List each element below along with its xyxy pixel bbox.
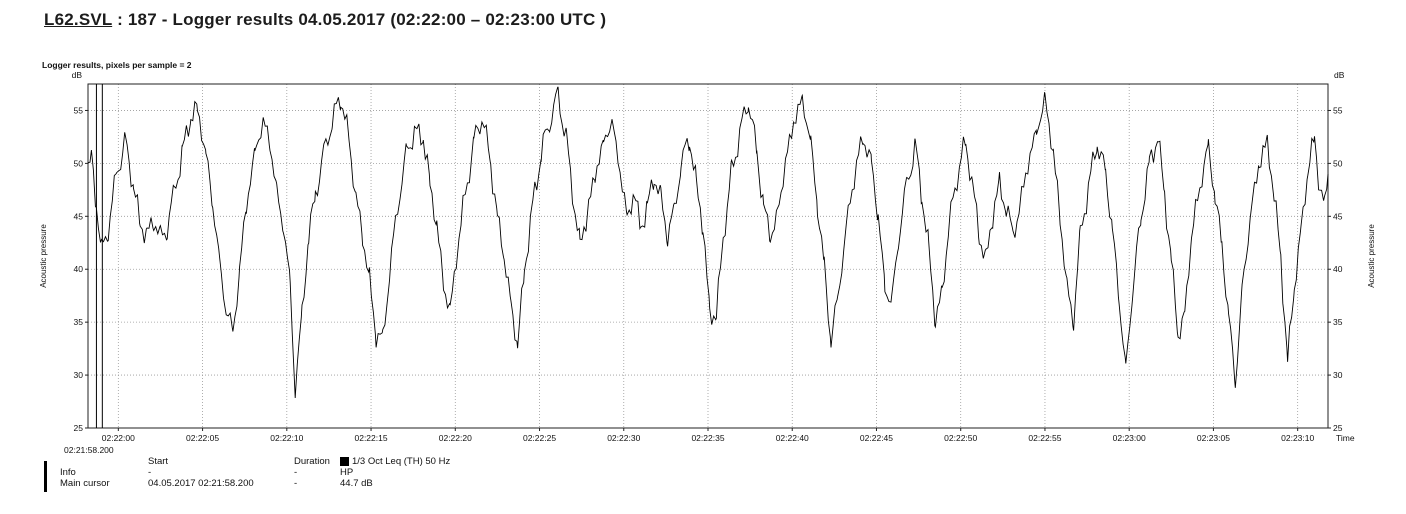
duration-column-header: Duration <box>294 456 330 467</box>
info-start-value: - <box>148 467 152 478</box>
plot-label: Logger results, pixels per sample = 2 <box>42 60 192 70</box>
svg-text:02:22:45: 02:22:45 <box>860 433 893 443</box>
svg-text:02:22:00: 02:22:00 <box>102 433 135 443</box>
x-start-label: 02:21:58.200 <box>64 445 114 455</box>
svg-text:02:23:05: 02:23:05 <box>1197 433 1230 443</box>
main-cursor-lines[interactable] <box>95 84 103 428</box>
svg-text:45: 45 <box>1333 211 1343 221</box>
svg-text:02:22:50: 02:22:50 <box>944 433 977 443</box>
svg-text:02:22:25: 02:22:25 <box>523 433 556 443</box>
svg-text:02:22:40: 02:22:40 <box>776 433 809 443</box>
legend-swatch-icon <box>340 457 349 466</box>
svg-text:30: 30 <box>74 370 84 380</box>
x-axis-label: Time <box>1336 433 1355 443</box>
svg-text:02:22:30: 02:22:30 <box>607 433 640 443</box>
svg-text:30: 30 <box>1333 370 1343 380</box>
main-cursor-label: Main cursor <box>60 478 110 489</box>
info-duration-value: - <box>294 467 298 478</box>
info-panel: Start Duration 1/3 Oct Leq (TH) 50 Hz In… <box>44 456 450 489</box>
svg-text:25: 25 <box>1333 423 1343 433</box>
svg-text:45: 45 <box>74 211 84 221</box>
info-row-label: Info <box>60 467 76 478</box>
svg-text:02:22:10: 02:22:10 <box>270 433 303 443</box>
svg-text:02:22:05: 02:22:05 <box>186 433 219 443</box>
svg-text:02:22:35: 02:22:35 <box>691 433 724 443</box>
logger-chart[interactable]: Logger results, pixels per sample = 225 2… <box>36 56 1396 458</box>
series-line <box>87 86 1329 399</box>
grid-lines <box>88 84 1328 428</box>
y-unit-left: dB <box>72 70 83 80</box>
info-header-row: Start Duration 1/3 Oct Leq (TH) 50 Hz <box>44 456 450 467</box>
start-column-header: Start <box>148 456 169 467</box>
title-description: : 187 - Logger results 04.05.2017 (02:22… <box>112 10 607 29</box>
svg-text:02:22:55: 02:22:55 <box>1028 433 1061 443</box>
svg-text:25: 25 <box>74 423 84 433</box>
main-cursor-level-value: 44.7 dB <box>340 478 373 489</box>
svg-text:55: 55 <box>74 105 84 115</box>
main-cursor-row: Main cursor 04.05.2017 02:21:58.200 - 44… <box>44 478 450 489</box>
main-cursor-start-value: 04.05.2017 02:21:58.200 <box>148 478 254 489</box>
y-axis-label-right: Acoustic pressure <box>1367 224 1376 288</box>
svg-text:02:23:00: 02:23:00 <box>1113 433 1146 443</box>
svg-text:40: 40 <box>1333 264 1343 274</box>
info-channel-value: HP <box>340 467 354 478</box>
info-row: Info - - HP <box>44 467 450 478</box>
svg-text:02:22:15: 02:22:15 <box>354 433 387 443</box>
x-axis: 02:22:00 02:22:05 02:22:10 02:22:15 02:22:20… <box>102 428 1314 443</box>
svg-text:50: 50 <box>74 158 84 168</box>
svg-text:55: 55 <box>1333 105 1343 115</box>
legend[interactable]: 1/3 Oct Leq (TH) 50 Hz <box>340 456 450 467</box>
cursor-color-indicator <box>44 461 47 492</box>
svg-text:35: 35 <box>1333 317 1343 327</box>
svg-text:35: 35 <box>74 317 84 327</box>
y-axis: 25 25 30 30 35 35 40 40 45 45 50 50 55 55 <box>74 105 1343 433</box>
svg-text:40: 40 <box>74 264 84 274</box>
svg-text:02:23:10: 02:23:10 <box>1281 433 1314 443</box>
logger-chart-area: Logger results, pixels per sample = 2 25 2… <box>36 56 1396 458</box>
y-unit-right: dB <box>1334 70 1345 80</box>
svg-text:02:22:20: 02:22:20 <box>439 433 472 443</box>
y-axis-label-left: Acoustic pressure <box>39 224 48 288</box>
main-cursor-duration-value: - <box>294 478 298 489</box>
legend-label: 1/3 Oct Leq (TH) 50 Hz <box>352 456 451 467</box>
svg-text:50: 50 <box>1333 158 1343 168</box>
page-title: L62.SVL : 187 - Logger results 04.05.201… <box>44 10 606 30</box>
title-filename: L62.SVL <box>44 10 113 29</box>
